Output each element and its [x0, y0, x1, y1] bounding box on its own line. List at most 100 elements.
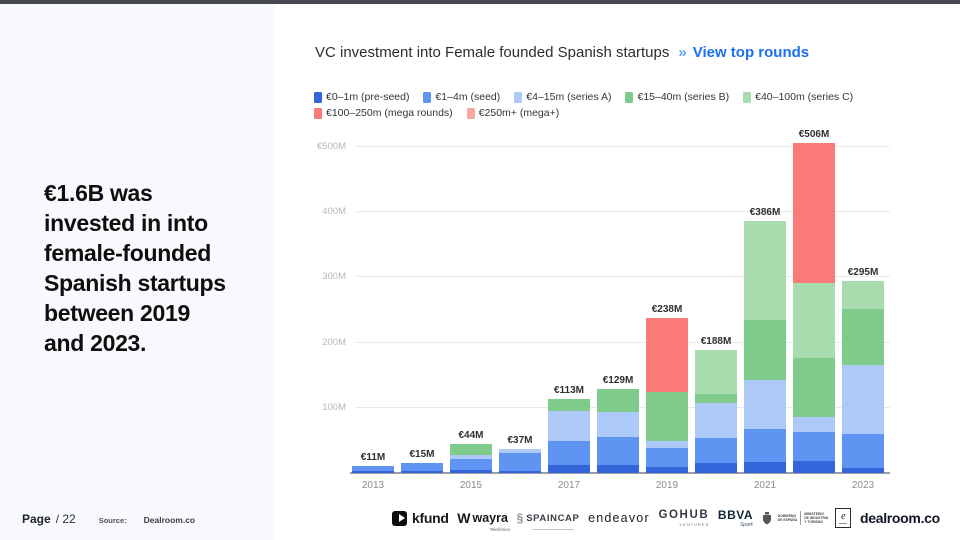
legend-label: €1–4m (seed) [435, 91, 501, 103]
legend-label: €100–250m (mega rounds) [326, 107, 453, 119]
telefonica-wordmark: Telefónica [489, 527, 510, 532]
bar-segment[interactable] [646, 392, 688, 442]
bar-segment[interactable] [842, 309, 884, 365]
bar-segment[interactable] [842, 433, 884, 468]
bar-segment[interactable] [695, 438, 737, 464]
bar-segment[interactable] [499, 452, 541, 472]
bbva-spark-label: Spark [739, 522, 754, 529]
bar-segment[interactable] [352, 471, 394, 473]
legend-item-7[interactable]: €250m+ (mega+) [466, 107, 560, 119]
bar-value-label: €44M [458, 430, 484, 442]
bar-segment[interactable] [695, 403, 737, 439]
legend: €0–1m (pre-seed) €1–4m (seed) €4–15m (seri… [314, 91, 867, 123]
x-axis-label: 2021 [753, 480, 777, 491]
bar-segment[interactable] [793, 283, 835, 359]
wayra-icon: W [457, 510, 470, 526]
bar-segment[interactable] [450, 458, 492, 471]
gridline [356, 341, 890, 343]
bar-value-label: €15M [409, 449, 435, 461]
bar-segment[interactable] [646, 467, 688, 473]
ministerio-text: MINISTERIO DE INDUSTRIA Y TURISMO [804, 511, 829, 525]
bar-segment[interactable] [597, 412, 639, 438]
bar-segment[interactable] [450, 470, 492, 473]
legend-row: €100–250m (mega rounds) €250m+ (mega+) [314, 107, 867, 119]
bar-segment[interactable] [793, 416, 835, 432]
gridline [356, 146, 890, 147]
legend-item-1[interactable]: €0–1m (pre-seed) [314, 91, 409, 103]
x-axis-label: 2019 [655, 480, 679, 491]
bar-segment[interactable] [597, 465, 639, 473]
bar-2013[interactable]: €11M 2013 [352, 452, 394, 491]
page-number: / 22 [55, 512, 76, 526]
bar-segment[interactable] [499, 448, 541, 453]
bar-segment[interactable] [450, 444, 492, 455]
bar-segment[interactable] [597, 388, 639, 413]
bar-segment[interactable] [842, 364, 884, 434]
bar-value-label: €113M [553, 385, 585, 397]
bar-segment[interactable] [646, 441, 688, 449]
enisa-subline [839, 523, 848, 525]
bar-2016[interactable]: €37M [499, 435, 541, 473]
bar-segment[interactable] [352, 465, 394, 472]
bar-2021[interactable]: €386M 2021 [744, 207, 786, 491]
bar-2019[interactable]: €238M 2019 [646, 304, 688, 491]
bar-2017[interactable]: €113M 2017 [548, 385, 590, 491]
bar-segment[interactable] [744, 461, 786, 473]
bar-segment[interactable] [548, 441, 590, 466]
view-top-rounds-link[interactable]: View top rounds [692, 44, 810, 61]
bar-segment[interactable] [548, 465, 590, 473]
bar-segment[interactable] [744, 379, 786, 430]
bar-2014[interactable]: €15M [401, 449, 443, 473]
source-value[interactable]: Dealroom.co [143, 515, 196, 525]
bar-segment[interactable] [548, 411, 590, 442]
chart-title: VC investment into Female founded Spanis… [315, 44, 670, 61]
spaincap-icon: § [516, 511, 524, 525]
bar-segment[interactable] [695, 393, 737, 404]
legend-item-6[interactable]: €100–250m (mega rounds) [314, 107, 453, 119]
bar-segment[interactable] [793, 358, 835, 417]
gridline [356, 211, 890, 213]
dealroom-logo: dealroom.co [860, 510, 940, 526]
chevrons-icon: » [678, 44, 687, 61]
bbva-wordmark: BBVA [717, 507, 754, 522]
gohub-wordmark: GOHUB [658, 509, 710, 521]
bar-segment[interactable] [744, 429, 786, 462]
y-axis-label: 300M [322, 271, 346, 283]
wayra-wordmark: wayra [472, 511, 508, 525]
legend-label: €250m+ (mega+) [478, 107, 560, 119]
left-panel: €1.6B was invested in into female-founde… [0, 4, 274, 540]
bar-segment[interactable] [401, 463, 443, 472]
legend-label: €4–15m (series A) [526, 91, 612, 103]
legend-item-2[interactable]: €1–4m (seed) [423, 91, 500, 103]
bar-segment[interactable] [646, 448, 688, 468]
legend-item-4[interactable]: €15–40m (series B) [625, 91, 729, 103]
bar-2023[interactable]: €295M 2023 [842, 267, 884, 491]
bar-segment[interactable] [548, 399, 590, 412]
bar-segment[interactable] [646, 317, 688, 393]
bar-segment[interactable] [744, 319, 786, 380]
bar-2015[interactable]: €44M 2015 [450, 430, 492, 491]
bar-segment[interactable] [793, 431, 835, 462]
bar-segment[interactable] [842, 280, 884, 310]
bar-2020[interactable]: €188M [695, 336, 737, 473]
gohub-logo: GOHUB VENTURES [658, 509, 709, 527]
bar-segment[interactable] [450, 454, 492, 459]
bar-value-label: €295M [847, 266, 879, 278]
bar-2022[interactable]: €506M [793, 129, 835, 473]
bar-segment[interactable] [695, 463, 737, 473]
bar-2018[interactable]: €129M [597, 375, 639, 473]
bar-segment[interactable] [842, 467, 884, 473]
bar-segment[interactable] [695, 350, 737, 394]
bar-segment[interactable] [499, 471, 541, 473]
slide-headline: €1.6B was invested in into female-founde… [44, 180, 226, 356]
bar-segment[interactable] [597, 437, 639, 466]
y-axis-label: 200M [322, 336, 346, 348]
legend-item-3[interactable]: €4–15m (series A) [514, 91, 611, 103]
page-label: Page [22, 512, 51, 526]
legend-item-5[interactable]: €40–100m (series C) [743, 91, 853, 103]
bar-value-label: €11M [360, 451, 386, 463]
bar-segment[interactable] [401, 471, 443, 473]
bar-segment[interactable] [744, 221, 786, 320]
bar-segment[interactable] [793, 143, 835, 284]
bar-segment[interactable] [793, 461, 835, 473]
